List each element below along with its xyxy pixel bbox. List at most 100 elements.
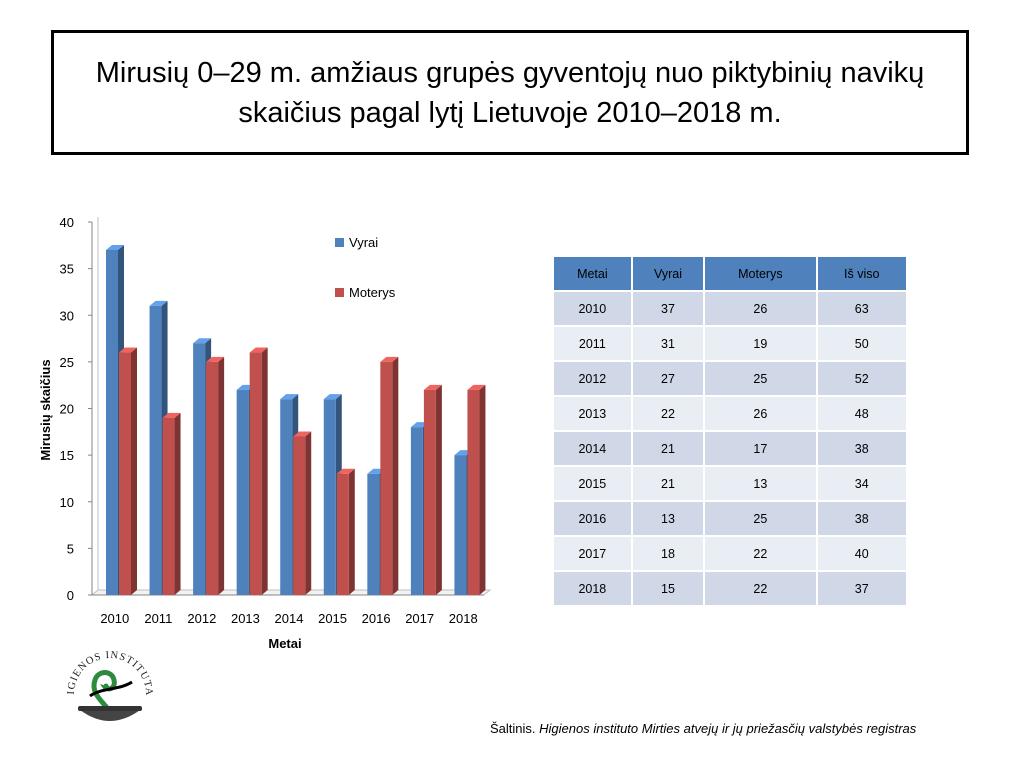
table-cell: 26	[704, 396, 817, 431]
y-tick-label: 10	[60, 495, 74, 510]
bar-top	[280, 394, 299, 400]
bar-top	[323, 394, 342, 400]
x-tick-label: 2016	[362, 611, 391, 626]
bar-moterys	[423, 389, 436, 595]
table-cell: 17	[704, 431, 817, 466]
table-cell: 18	[631, 536, 705, 571]
table-cell: 21	[631, 466, 705, 501]
bar-side	[131, 347, 137, 595]
bar-side	[348, 468, 355, 595]
table-cell: 2013	[553, 396, 632, 431]
source-note: Šaltinis. Higienos instituto Mirties atv…	[490, 721, 916, 736]
table-row: 2010 37 26 63	[553, 291, 907, 326]
table-cell: 25	[704, 501, 817, 536]
bar-moterys	[249, 352, 262, 595]
table-body: 2010 37 26 63 2011 31 19 50 2012 27 25 52 2013 22 26 48…	[553, 291, 907, 606]
legend-label: Vyrai	[349, 235, 378, 250]
table-cell: 34	[816, 466, 907, 501]
table-cell: 25	[704, 361, 817, 396]
table-cell: 38	[816, 501, 907, 536]
bar-vyrai	[149, 305, 162, 595]
table-cell: 50	[816, 326, 907, 361]
bar-moterys	[336, 473, 349, 595]
y-tick-label: 25	[60, 355, 74, 370]
table-row: 2018 15 22 37	[553, 571, 907, 606]
table-cell: 22	[704, 536, 817, 571]
bar-vyrai	[236, 389, 249, 595]
bar-side	[435, 384, 442, 595]
table-cell: 21	[631, 431, 705, 466]
bar-top	[293, 431, 312, 437]
table-cell: 26	[704, 291, 817, 326]
source-registry: Higienos instituto Mirties atvejų ir jų …	[539, 721, 917, 736]
legend-swatch	[335, 288, 344, 297]
x-tick-label: 2018	[449, 611, 478, 626]
y-tick-label: 15	[60, 448, 74, 463]
y-tick-label: 35	[60, 262, 74, 277]
bar-top	[380, 356, 399, 362]
bar-vyrai	[454, 455, 467, 595]
table-cell: 52	[816, 361, 907, 396]
table-cell: 2014	[553, 431, 632, 466]
bar-top	[162, 412, 181, 418]
bar-top	[249, 347, 268, 353]
bar-top	[106, 244, 124, 250]
table-row: 2017 18 22 40	[553, 536, 907, 571]
table-row: 2012 27 25 52	[553, 361, 907, 396]
bar-vyrai	[280, 399, 293, 595]
bar-moterys	[467, 389, 480, 595]
bar-side	[174, 412, 181, 595]
table-cell: 40	[816, 536, 907, 571]
slide-title: Mirusių 0–29 m. amžiaus grupės gyventojų…	[95, 56, 925, 129]
higienos-institutas-logo: HIGIENOS INSTITUTAS	[60, 632, 153, 721]
bar-vyrai	[367, 473, 380, 595]
bar-top	[467, 384, 486, 390]
table-cell: 22	[704, 571, 817, 606]
table-header-row: Metai Vyrai Moterys Iš viso	[553, 256, 907, 291]
y-tick-label: 20	[60, 402, 74, 417]
bar-top	[206, 356, 225, 362]
table-row: 2016 13 25 38	[553, 501, 907, 536]
table-cell: 27	[631, 361, 705, 396]
table-cell: 2012	[553, 361, 632, 396]
table-cell: 37	[816, 571, 907, 606]
table-cell: 2016	[553, 501, 632, 536]
bar-vyrai	[410, 427, 423, 595]
table-row: 2011 31 19 50	[553, 326, 907, 361]
source-prefix: Šaltinis.	[490, 721, 540, 736]
table-cell: 2015	[553, 466, 632, 501]
legend-swatch	[335, 238, 344, 247]
y-tick-label: 40	[60, 215, 74, 230]
x-tick-label: 2012	[187, 611, 216, 626]
bar-moterys	[380, 361, 393, 595]
bar-moterys	[293, 436, 306, 595]
legend-label: Moterys	[349, 285, 396, 300]
bar-moterys	[119, 352, 131, 595]
y-axis-title: Mirusių skaičius	[38, 359, 53, 460]
table-cell: 13	[704, 466, 817, 501]
table-cell: 2018	[553, 571, 632, 606]
table-cell: 22	[631, 396, 705, 431]
bar-side	[392, 356, 399, 595]
x-tick-label: 2011	[144, 611, 172, 626]
table-header-cell: Iš viso	[816, 256, 907, 291]
data-table: Metai Vyrai Moterys Iš viso 2010 37 26 63 2011 3…	[553, 256, 907, 606]
bar-top	[423, 384, 442, 390]
table-cell: 38	[816, 431, 907, 466]
x-tick-label: 2010	[100, 611, 129, 626]
x-tick-label: 2014	[275, 611, 304, 626]
bar-vyrai	[193, 343, 206, 595]
table-cell: 2017	[553, 536, 632, 571]
y-tick-label: 5	[67, 541, 74, 556]
bar-side	[261, 347, 268, 595]
table-row: 2013 22 26 48	[553, 396, 907, 431]
x-axis-title: Metai	[268, 636, 301, 651]
table-row: 2015 21 13 34	[553, 466, 907, 501]
bar-top	[119, 347, 137, 353]
table-header-cell: Metai	[553, 256, 632, 291]
table-cell: 2010	[553, 291, 632, 326]
table-cell: 13	[631, 501, 705, 536]
table-header-cell: Vyrai	[631, 256, 705, 291]
bar-top	[336, 468, 355, 474]
